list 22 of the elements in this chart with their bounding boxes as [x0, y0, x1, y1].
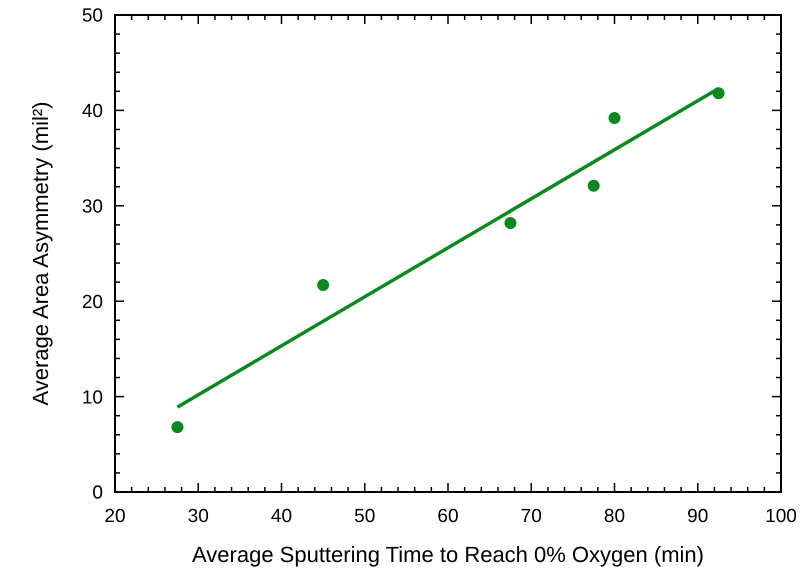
y-tick-label: 50	[82, 6, 103, 27]
x-axis-title: Average Sputtering Time to Reach 0% Oxygen (min)	[192, 542, 704, 567]
x-tick-label: 40	[270, 506, 292, 527]
point	[171, 421, 184, 434]
y-tick-label: 20	[82, 292, 103, 313]
x-tick-label: 30	[188, 506, 209, 527]
point	[317, 278, 330, 291]
point	[504, 216, 516, 229]
point	[608, 112, 620, 124]
x-tick-label: 70	[520, 506, 542, 527]
x-tick-label: 100	[765, 506, 797, 527]
y-tick-label: 30	[82, 196, 103, 218]
x-tick-label: 20	[104, 506, 126, 527]
y-tick-label: 0	[92, 482, 103, 504]
x-tick-label: 80	[604, 506, 626, 527]
x-tick-label: 90	[687, 506, 708, 527]
y-axis-title: Average Area Asymmetry (mil²)	[28, 101, 53, 406]
y-tick-label: 10	[82, 387, 103, 408]
point	[588, 180, 600, 192]
y-tick-label: 40	[82, 101, 103, 122]
x-tick-label: 60	[437, 506, 459, 527]
x-tick-label: 50	[354, 506, 376, 527]
